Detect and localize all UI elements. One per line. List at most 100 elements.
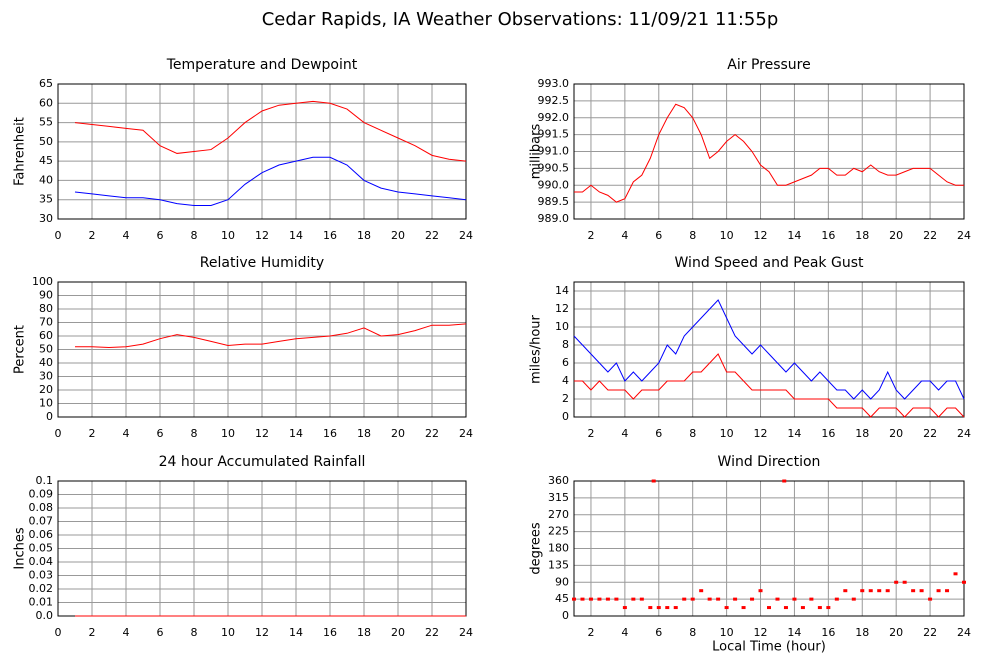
data-point bbox=[868, 589, 873, 593]
y-axis-label: millibars bbox=[529, 124, 544, 180]
y-tick-label: 993.0 bbox=[538, 77, 570, 90]
plot-frame bbox=[57, 83, 467, 220]
x-tick-label: 12 bbox=[255, 427, 269, 440]
plot-frame bbox=[573, 83, 965, 220]
y-tick-label: 55 bbox=[39, 116, 53, 129]
x-tick-label: 22 bbox=[923, 626, 937, 639]
data-point bbox=[651, 479, 656, 483]
y-tick-label: 10 bbox=[555, 320, 569, 333]
x-tick-label: 10 bbox=[221, 427, 235, 440]
x-tick-label: 2 bbox=[89, 229, 96, 242]
plot-background bbox=[574, 282, 964, 417]
data-point bbox=[834, 597, 839, 601]
x-tick-label: 14 bbox=[289, 427, 303, 440]
y-tick-label: 0 bbox=[46, 410, 53, 423]
data-point bbox=[639, 597, 644, 601]
data-point bbox=[911, 589, 916, 593]
y-tick-label: 60 bbox=[39, 96, 53, 109]
data-point bbox=[792, 597, 797, 601]
y-tick-label: 0 bbox=[562, 410, 569, 423]
x-tick-label: 16 bbox=[323, 427, 337, 440]
x-tick-label: 24 bbox=[957, 229, 971, 242]
x-tick-label: 0 bbox=[55, 626, 62, 639]
y-axis-label: Fahrenheit bbox=[13, 117, 28, 186]
y-tick-label: 991.0 bbox=[538, 145, 570, 158]
x-tick-label: 18 bbox=[855, 626, 869, 639]
y-tick-label: 65 bbox=[39, 77, 53, 90]
data-line bbox=[75, 323, 467, 348]
y-tick-label: 100 bbox=[32, 275, 53, 288]
x-tick-label: 20 bbox=[391, 427, 405, 440]
y-tick-label: 0 bbox=[562, 609, 569, 622]
data-point bbox=[826, 606, 831, 610]
data-line bbox=[573, 299, 965, 400]
x-tick-label: 14 bbox=[289, 626, 303, 639]
x-tick-label: 18 bbox=[357, 626, 371, 639]
x-tick-label: 12 bbox=[255, 229, 269, 242]
y-tick-label: 135 bbox=[548, 558, 569, 571]
data-line bbox=[74, 100, 467, 162]
x-tick-label: 20 bbox=[889, 427, 903, 440]
x-tick-label: 16 bbox=[821, 626, 835, 639]
data-point bbox=[902, 580, 907, 584]
x-tick-label: 18 bbox=[855, 427, 869, 440]
data-point bbox=[631, 597, 636, 601]
x-tick-label: 24 bbox=[459, 229, 473, 242]
x-tick-label: 4 bbox=[621, 427, 628, 440]
data-point bbox=[928, 597, 933, 601]
data-point bbox=[622, 606, 627, 610]
data-point bbox=[919, 589, 924, 593]
x-tick-label: 8 bbox=[191, 427, 198, 440]
x-tick-label: 12 bbox=[255, 626, 269, 639]
y-tick-label: 2 bbox=[562, 392, 569, 405]
y-tick-label: 12 bbox=[555, 302, 569, 315]
y-tick-label: 45 bbox=[39, 154, 53, 167]
x-tick-label: 12 bbox=[754, 626, 768, 639]
y-tick-label: 90 bbox=[555, 575, 569, 588]
x-tick-label: 6 bbox=[157, 626, 164, 639]
y-axis-label: degrees bbox=[529, 522, 544, 575]
data-point bbox=[682, 597, 687, 601]
data-point bbox=[572, 597, 576, 601]
y-tick-label: 0.04 bbox=[29, 555, 54, 568]
x-tick-label: 0 bbox=[55, 229, 62, 242]
y-tick-label: 315 bbox=[548, 491, 569, 504]
x-tick-label: 10 bbox=[720, 626, 734, 639]
y-tick-label: 50 bbox=[39, 343, 53, 356]
y-tick-label: 35 bbox=[39, 193, 53, 206]
y-tick-label: 50 bbox=[39, 135, 53, 148]
x-tick-label: 14 bbox=[289, 229, 303, 242]
x-tick-label: 24 bbox=[957, 626, 971, 639]
y-tick-label: 4 bbox=[562, 374, 569, 387]
data-point bbox=[656, 606, 661, 610]
y-tick-label: 70 bbox=[39, 316, 53, 329]
y-tick-label: 992.0 bbox=[538, 111, 570, 124]
x-tick-label: 4 bbox=[123, 229, 130, 242]
x-tick-label: 22 bbox=[425, 229, 439, 242]
x-tick-label: 22 bbox=[923, 427, 937, 440]
x-tick-label: 6 bbox=[157, 229, 164, 242]
data-point bbox=[782, 479, 787, 483]
x-tick-label: 20 bbox=[889, 626, 903, 639]
y-tick-label: 990.5 bbox=[538, 161, 570, 174]
plot-frame bbox=[573, 281, 965, 418]
y-tick-label: 992.5 bbox=[538, 94, 570, 107]
data-point bbox=[580, 597, 585, 601]
x-tick-label: 24 bbox=[957, 427, 971, 440]
chart-title: Relative Humidity bbox=[200, 255, 324, 271]
data-point bbox=[962, 580, 966, 584]
data-point bbox=[775, 597, 780, 601]
data-line bbox=[574, 353, 965, 418]
y-axis-label: miles/hour bbox=[529, 314, 544, 383]
data-point bbox=[953, 572, 958, 576]
x-tick-label: 18 bbox=[357, 229, 371, 242]
y-tick-label: 30 bbox=[39, 212, 53, 225]
chart-title: Wind Direction bbox=[718, 454, 821, 470]
y-tick-label: 0.05 bbox=[29, 542, 54, 555]
y-tick-label: 0.07 bbox=[29, 515, 54, 528]
y-tick-label: 180 bbox=[548, 542, 569, 555]
x-tick-label: 2 bbox=[587, 427, 594, 440]
data-point bbox=[750, 597, 755, 601]
x-tick-label: 8 bbox=[191, 229, 198, 242]
